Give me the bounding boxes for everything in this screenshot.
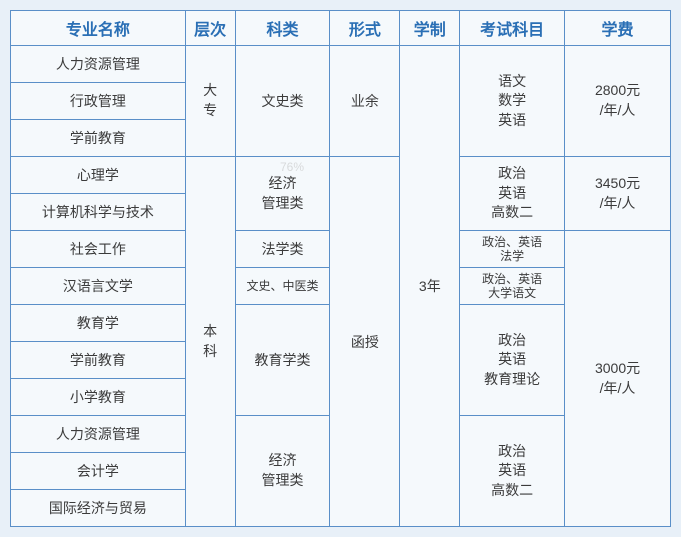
exam-cell: 政治、英语大学语文 [460, 268, 565, 305]
major-cell: 心理学 [11, 157, 186, 194]
header-row: 专业名称 层次 科类 形式 学制 考试科目 学费 [11, 11, 671, 46]
major-cell: 人力资源管理 [11, 46, 186, 83]
major-cell: 国际经济与贸易 [11, 490, 186, 527]
fee-cell: 3000元/年/人 [565, 231, 671, 527]
exam-cell: 语文数学英语 [460, 46, 565, 157]
category-cell: 经济管理类 [235, 416, 330, 527]
major-cell: 会计学 [11, 453, 186, 490]
table-row: 人力资源管理 大专 文史类 业余 3年 语文数学英语 2800元/年/人 [11, 46, 671, 83]
fee-cell: 3450元/年/人 [565, 157, 671, 231]
category-cell: 文史、中医类 [235, 268, 330, 305]
major-cell: 学前教育 [11, 342, 186, 379]
col-fee: 学费 [565, 11, 671, 46]
major-cell: 计算机科学与技术 [11, 194, 186, 231]
col-major: 专业名称 [11, 11, 186, 46]
fee-cell: 2800元/年/人 [565, 46, 671, 157]
exam-cell: 政治英语高数二 [460, 157, 565, 231]
level-cell: 大专 [185, 46, 235, 157]
program-table: 专业名称 层次 科类 形式 学制 考试科目 学费 人力资源管理 大专 文史类 业… [10, 10, 671, 527]
level-cell: 本科 [185, 157, 235, 527]
major-cell: 学前教育 [11, 120, 186, 157]
category-cell: 文史类 [235, 46, 330, 157]
table-row: 心理学 本科 经济管理类 函授 政治英语高数二 3450元/年/人 [11, 157, 671, 194]
category-cell: 法学类 [235, 231, 330, 268]
category-cell: 经济管理类 [235, 157, 330, 231]
exam-cell: 政治、英语法学 [460, 231, 565, 268]
col-level: 层次 [185, 11, 235, 46]
major-cell: 社会工作 [11, 231, 186, 268]
form-cell: 函授 [330, 157, 400, 527]
form-cell: 业余 [330, 46, 400, 157]
exam-cell: 政治英语教育理论 [460, 305, 565, 416]
col-form: 形式 [330, 11, 400, 46]
col-category: 科类 [235, 11, 330, 46]
col-duration: 学制 [400, 11, 460, 46]
major-cell: 教育学 [11, 305, 186, 342]
duration-cell: 3年 [400, 46, 460, 527]
major-cell: 小学教育 [11, 379, 186, 416]
col-exam: 考试科目 [460, 11, 565, 46]
major-cell: 汉语言文学 [11, 268, 186, 305]
major-cell: 人力资源管理 [11, 416, 186, 453]
category-cell: 教育学类 [235, 305, 330, 416]
exam-cell: 政治英语高数二 [460, 416, 565, 527]
major-cell: 行政管理 [11, 83, 186, 120]
